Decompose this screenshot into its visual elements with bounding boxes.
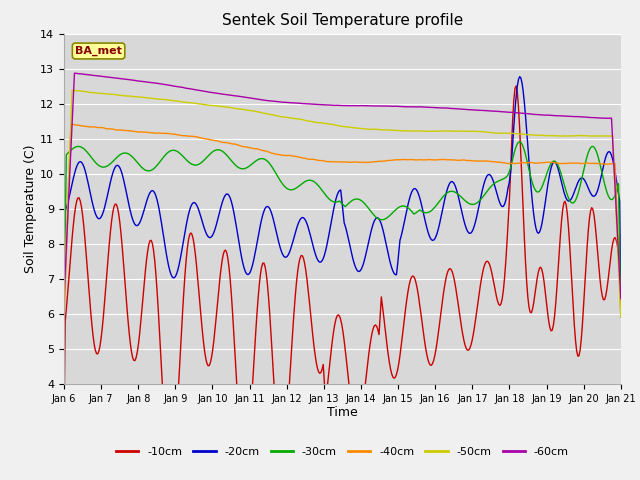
-10cm — [296, 255, 304, 261]
-20cm — [399, 228, 406, 234]
-10cm — [234, 408, 242, 414]
-50cm — [617, 314, 625, 320]
Line: -30cm: -30cm — [64, 142, 621, 317]
-20cm — [516, 74, 524, 80]
-30cm — [567, 199, 575, 205]
-60cm — [234, 93, 242, 99]
-40cm — [399, 157, 407, 163]
-50cm — [296, 116, 304, 122]
-50cm — [373, 126, 381, 132]
Line: -40cm: -40cm — [64, 124, 621, 324]
-60cm — [296, 100, 304, 106]
-40cm — [567, 160, 575, 166]
-40cm — [296, 155, 304, 160]
Y-axis label: Soil Temperature (C): Soil Temperature (C) — [24, 144, 37, 273]
-10cm — [60, 423, 68, 429]
-10cm — [568, 283, 576, 288]
-30cm — [516, 139, 524, 144]
-60cm — [70, 70, 78, 76]
Line: -10cm: -10cm — [64, 86, 621, 472]
-20cm — [295, 219, 303, 225]
-50cm — [60, 290, 68, 296]
-30cm — [372, 214, 380, 219]
-20cm — [617, 308, 625, 314]
-30cm — [469, 202, 477, 207]
-50cm — [567, 133, 575, 139]
-40cm — [234, 142, 242, 148]
-30cm — [295, 183, 303, 189]
Legend: -10cm, -20cm, -30cm, -40cm, -50cm, -60cm: -10cm, -20cm, -30cm, -40cm, -50cm, -60cm — [112, 442, 573, 461]
-30cm — [60, 300, 68, 306]
-10cm — [373, 324, 381, 329]
-10cm — [617, 272, 625, 278]
-20cm — [372, 216, 380, 222]
-30cm — [234, 164, 241, 169]
-30cm — [617, 314, 625, 320]
-60cm — [617, 296, 625, 301]
-10cm — [470, 325, 478, 331]
-50cm — [234, 106, 242, 112]
-60cm — [567, 114, 575, 120]
-50cm — [399, 128, 407, 134]
-10cm — [167, 469, 175, 475]
Text: BA_met: BA_met — [75, 46, 122, 56]
-30cm — [399, 203, 406, 209]
-20cm — [567, 197, 575, 203]
Line: -20cm: -20cm — [64, 77, 621, 316]
Line: -60cm: -60cm — [64, 73, 621, 299]
-50cm — [470, 129, 478, 134]
-50cm — [68, 87, 76, 93]
Line: -50cm: -50cm — [64, 90, 621, 317]
-40cm — [617, 311, 625, 316]
-40cm — [60, 321, 68, 327]
-10cm — [513, 83, 520, 89]
-40cm — [470, 158, 478, 164]
-40cm — [373, 159, 381, 165]
-60cm — [399, 104, 407, 109]
-60cm — [470, 107, 478, 113]
X-axis label: Time: Time — [327, 407, 358, 420]
Title: Sentek Soil Temperature profile: Sentek Soil Temperature profile — [222, 13, 463, 28]
-60cm — [373, 103, 381, 109]
-20cm — [469, 227, 477, 232]
-10cm — [399, 324, 407, 330]
-20cm — [60, 313, 68, 319]
-20cm — [234, 229, 241, 235]
-60cm — [60, 296, 68, 301]
-40cm — [67, 121, 75, 127]
